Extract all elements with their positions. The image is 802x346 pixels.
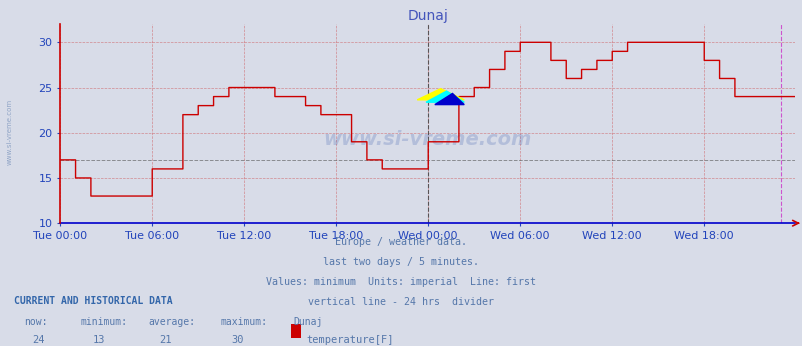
Text: vertical line - 24 hrs  divider: vertical line - 24 hrs divider xyxy=(308,297,494,307)
Text: 13: 13 xyxy=(92,335,105,345)
Text: average:: average: xyxy=(148,317,196,327)
Text: www.si-vreme.com: www.si-vreme.com xyxy=(323,130,531,149)
Polygon shape xyxy=(426,91,464,102)
Text: now:: now: xyxy=(24,317,47,327)
Title: Dunaj: Dunaj xyxy=(407,9,448,23)
Text: minimum:: minimum: xyxy=(80,317,128,327)
Text: Values: minimum  Units: imperial  Line: first: Values: minimum Units: imperial Line: fi… xyxy=(266,277,536,287)
Text: www.si-vreme.com: www.si-vreme.com xyxy=(6,98,13,165)
Text: 24: 24 xyxy=(32,335,45,345)
Text: Europe / weather data.: Europe / weather data. xyxy=(335,237,467,247)
Text: Dunaj: Dunaj xyxy=(293,317,322,327)
Text: CURRENT AND HISTORICAL DATA: CURRENT AND HISTORICAL DATA xyxy=(14,296,173,306)
Text: 30: 30 xyxy=(231,335,244,345)
Text: last two days / 5 minutes.: last two days / 5 minutes. xyxy=(323,257,479,267)
Text: temperature[F]: temperature[F] xyxy=(306,335,394,345)
Polygon shape xyxy=(435,93,464,104)
Text: maximum:: maximum: xyxy=(221,317,268,327)
Polygon shape xyxy=(417,89,464,100)
Text: 21: 21 xyxy=(159,335,172,345)
